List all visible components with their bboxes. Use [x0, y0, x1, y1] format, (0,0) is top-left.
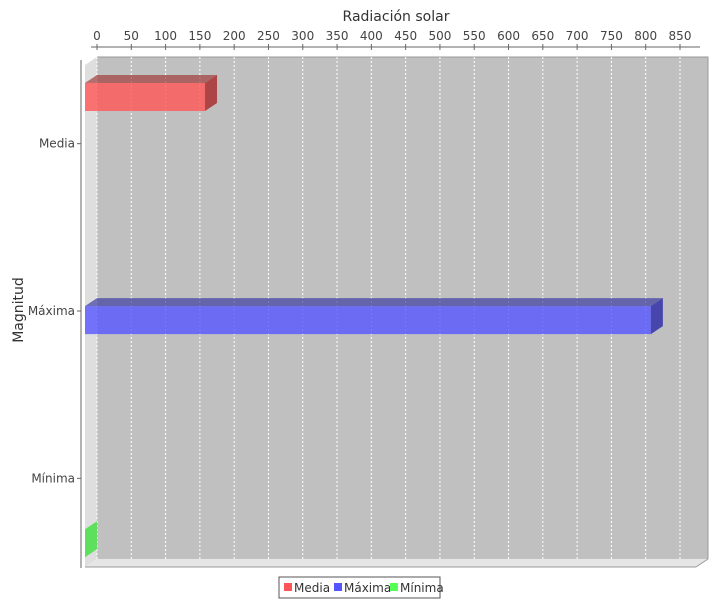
bar-máxima — [85, 298, 663, 335]
legend-label: Mínima — [400, 581, 444, 595]
x-tick-label: 0 — [93, 29, 101, 43]
legend-item-mínima: Mínima — [390, 581, 444, 595]
x-tick-label: 650 — [531, 29, 554, 43]
legend: Media Máxima Mínima — [278, 576, 444, 599]
bar-front-face — [85, 83, 206, 111]
legend-frame — [278, 576, 441, 599]
x-tick-label: 800 — [634, 29, 657, 43]
y-tick-label: Media — [39, 137, 75, 151]
bar-end-shade — [205, 75, 218, 111]
bar-front-face — [85, 306, 651, 335]
x-axis-title: Radiación solar — [343, 9, 450, 25]
bar-top-face — [85, 298, 663, 307]
x-tick-label: 300 — [291, 29, 314, 43]
bar-top-shade — [85, 298, 663, 307]
legend-item-media: Media — [284, 581, 330, 595]
x-tick-label: 550 — [463, 29, 486, 43]
bar-end-face — [85, 521, 97, 558]
x-tick-label: 450 — [394, 29, 417, 43]
x-tick-label: 150 — [188, 29, 211, 43]
legend-swatch — [334, 583, 342, 591]
legend-swatch — [390, 583, 398, 591]
bar-end-shade — [650, 298, 663, 335]
y-tick-label: Mínima — [31, 471, 75, 485]
x-tick-label: 350 — [326, 29, 349, 43]
bars — [85, 75, 663, 558]
bar-mínima — [85, 521, 97, 558]
x-tick-label: 100 — [154, 29, 177, 43]
legend-item-máxima: Máxima — [334, 581, 391, 595]
x-tick-label: 400 — [360, 29, 383, 43]
x-tick-label: 500 — [428, 29, 451, 43]
y-axis: Media Máxima Mínima — [28, 137, 81, 485]
bar-end-face — [205, 75, 218, 111]
x-tick-label: 700 — [566, 29, 589, 43]
bar-end-shade — [85, 521, 97, 558]
bar-media — [85, 75, 218, 111]
bar-top-shade — [85, 75, 218, 83]
x-tick-label: 250 — [257, 29, 280, 43]
y-tick-label: Máxima — [28, 304, 75, 318]
legend-swatch — [284, 583, 292, 591]
plot-floor-edge — [695, 558, 709, 568]
x-tick-label: 850 — [669, 29, 692, 43]
x-tick-label: 200 — [223, 29, 246, 43]
legend-label: Máxima — [344, 581, 391, 595]
legend-label: Media — [294, 581, 330, 595]
y-axis-title: Magnitud — [11, 277, 27, 343]
plot-border — [97, 56, 709, 559]
x-axis: 0 50 100 150 200 250 300 350 400 450 500 550 600 650 7… — [91, 29, 700, 50]
bar-end-face — [650, 298, 663, 335]
bar-top-face — [85, 75, 218, 83]
x-tick-label: 750 — [600, 29, 623, 43]
x-tick-label: 50 — [124, 29, 139, 43]
plot-floor — [85, 559, 708, 567]
x-tick-label: 600 — [497, 29, 520, 43]
